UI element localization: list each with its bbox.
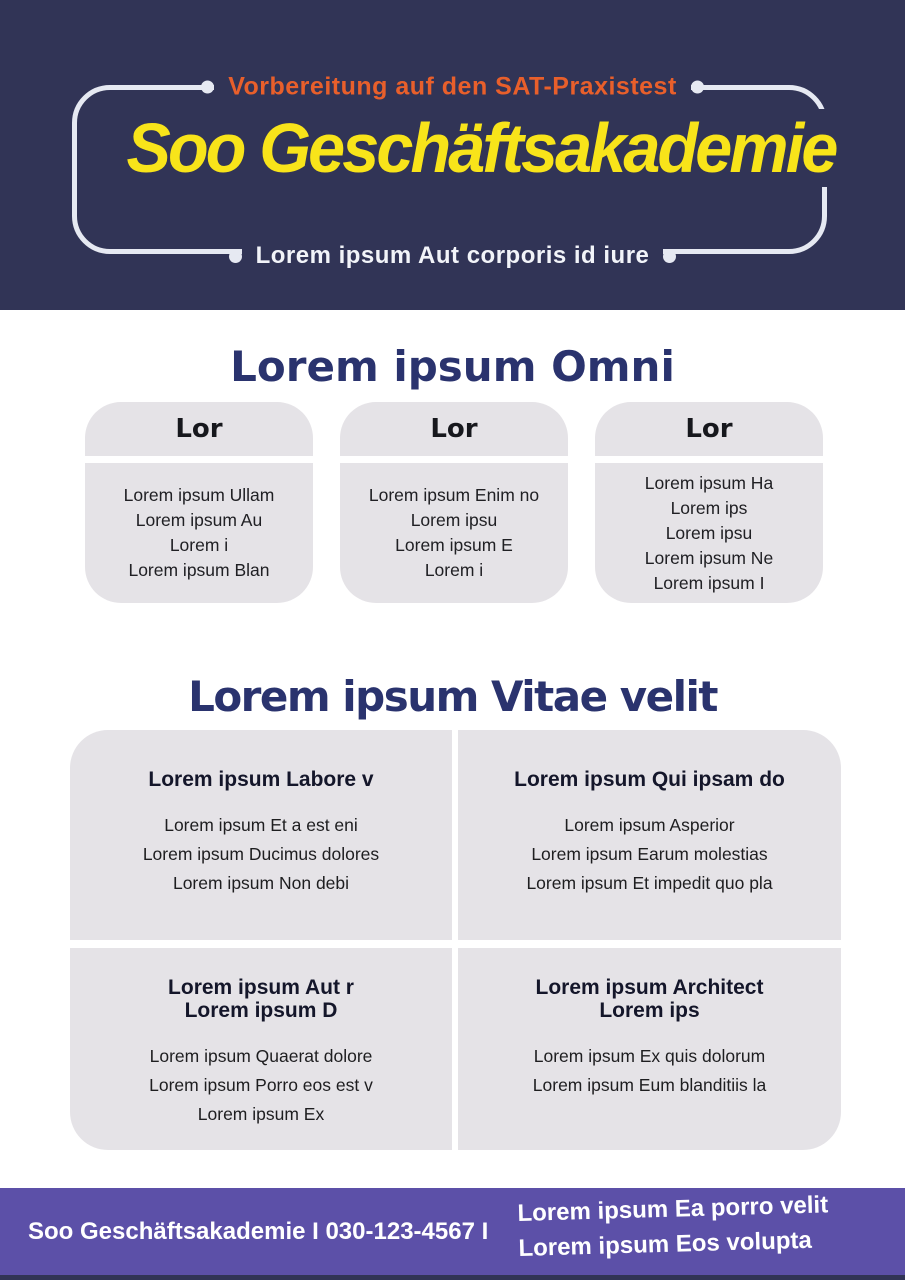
subtitle-row: Lorem ipsum Aut corporis id iure	[0, 239, 905, 273]
list-item: Lorem i	[169, 535, 229, 555]
info-card-1-body: Lorem ipsum Ullam Lorem ipsum Au Lorem i…	[85, 463, 313, 603]
list-item: Lorem ipsum Ha	[644, 472, 774, 493]
list-item: Lorem ipsum Earum molestias	[531, 844, 768, 864]
footer-note: Lorem ipsum Ea porro velit Lorem ipsum E…	[517, 1187, 830, 1266]
list-item: Lorem ipsum Eum blanditiis la	[532, 1075, 767, 1095]
list-item: Lorem ipsum Enim no	[368, 485, 540, 505]
frame-endpoint-dot-icon	[228, 249, 242, 263]
list-item: Lorem i	[424, 560, 484, 580]
section2-grid: Lorem ipsum Labore v Lorem ipsum Et a es…	[70, 730, 841, 1150]
list-item: Lorem ipsum Quaerat dolore	[149, 1046, 373, 1066]
cell-title: Lorem ipsum Labore v	[148, 768, 374, 791]
cell-lines: Lorem ipsum Ex quis dolorum Lorem ipsum …	[458, 1042, 841, 1100]
cell-title: Lorem ipsum Aut r Lorem ipsum D	[168, 976, 354, 1022]
list-item: Lorem ipsum Asperior	[564, 815, 735, 835]
info-card-3: Lor Lorem ipsum Ha Lorem ips Lorem ipsu …	[595, 402, 823, 603]
info-card-2: Lor Lorem ipsum Enim no Lorem ipsu Lorem…	[340, 402, 568, 603]
list-item: Lorem ipsum Non debi	[172, 873, 350, 893]
section1-heading: Lorem ipsum Omni	[230, 342, 675, 391]
list-item: Lorem ipsu	[665, 522, 753, 543]
grid-cell-top-right: Lorem ipsum Qui ipsam do Lorem ipsum Asp…	[458, 730, 841, 940]
footer-note-line: Lorem ipsum Eos volupta	[518, 1226, 813, 1262]
grid-cell-bottom-left: Lorem ipsum Aut r Lorem ipsum D Lorem ip…	[70, 948, 452, 1150]
list-item: Lorem ipsum Blan	[128, 560, 270, 580]
list-item: Lorem ipsum Ex quis dolorum	[533, 1046, 766, 1066]
list-item: Lorem ipsum Et a est eni	[164, 815, 358, 835]
cell-title: Lorem ipsum Architect Lorem ips	[535, 976, 764, 1022]
grid-cell-top-left: Lorem ipsum Labore v Lorem ipsum Et a es…	[70, 730, 452, 940]
info-card-1-header: Lor	[85, 402, 313, 456]
info-card-2-body: Lorem ipsum Enim no Lorem ipsu Lorem ips…	[340, 463, 568, 603]
list-item: Lorem ipsu	[410, 510, 498, 530]
cell-lines: Lorem ipsum Et a est eni Lorem ipsum Duc…	[70, 811, 452, 898]
section1-cards-row: Lor Lorem ipsum Ullam Lorem ipsum Au Lor…	[85, 402, 823, 603]
list-item: Lorem ipsum Ullam	[123, 485, 275, 505]
list-item: Lorem ipsum Porro eos est v	[149, 1075, 373, 1095]
cell-title: Lorem ipsum Qui ipsam do	[514, 768, 785, 791]
list-item: Lorem ipsum Ne	[644, 547, 774, 568]
info-card-3-header: Lor	[595, 402, 823, 456]
list-item: Lorem ipsum I	[653, 572, 765, 593]
academy-title: Soo Geschäftsakademie	[106, 108, 857, 188]
footer-contact: Soo Geschäftsakademie I 030-123-4567 I	[28, 1217, 489, 1245]
list-item: Lorem ipsum Au	[135, 510, 263, 530]
frame-endpoint-dot-icon	[663, 249, 677, 263]
frame-endpoint-dot-icon	[690, 80, 704, 94]
info-card-1: Lor Lorem ipsum Ullam Lorem ipsum Au Lor…	[85, 402, 313, 603]
list-item: Lorem ipsum Et impedit quo pla	[526, 873, 773, 893]
tagline: Vorbereitung auf den SAT-Praxistest	[214, 69, 691, 105]
grid-cell-bottom-right: Lorem ipsum Architect Lorem ips Lorem ip…	[458, 948, 841, 1150]
list-item: Lorem ipsum E	[395, 535, 513, 555]
info-card-2-header: Lor	[340, 402, 568, 456]
cell-lines: Lorem ipsum Quaerat dolore Lorem ipsum P…	[70, 1042, 452, 1129]
footer-accent-strip	[0, 1275, 905, 1280]
info-card-3-body: Lorem ipsum Ha Lorem ips Lorem ipsu Lore…	[595, 463, 823, 603]
list-item: Lorem ipsum Ex	[197, 1104, 325, 1124]
list-item: Lorem ipsum Ducimus dolores	[142, 844, 380, 864]
list-item: Lorem ips	[670, 497, 748, 518]
hero-banner: Vorbereitung auf den SAT-Praxistest Soo …	[0, 0, 905, 310]
section2-heading: Lorem ipsum Vitae velit	[188, 672, 718, 721]
hero-subtitle: Lorem ipsum Aut corporis id iure	[241, 239, 664, 273]
footer-bar: Soo Geschäftsakademie I 030-123-4567 I L…	[0, 1188, 905, 1275]
cell-lines: Lorem ipsum Asperior Lorem ipsum Earum m…	[458, 811, 841, 898]
tagline-row: Vorbereitung auf den SAT-Praxistest	[0, 69, 905, 105]
frame-endpoint-dot-icon	[201, 80, 215, 94]
